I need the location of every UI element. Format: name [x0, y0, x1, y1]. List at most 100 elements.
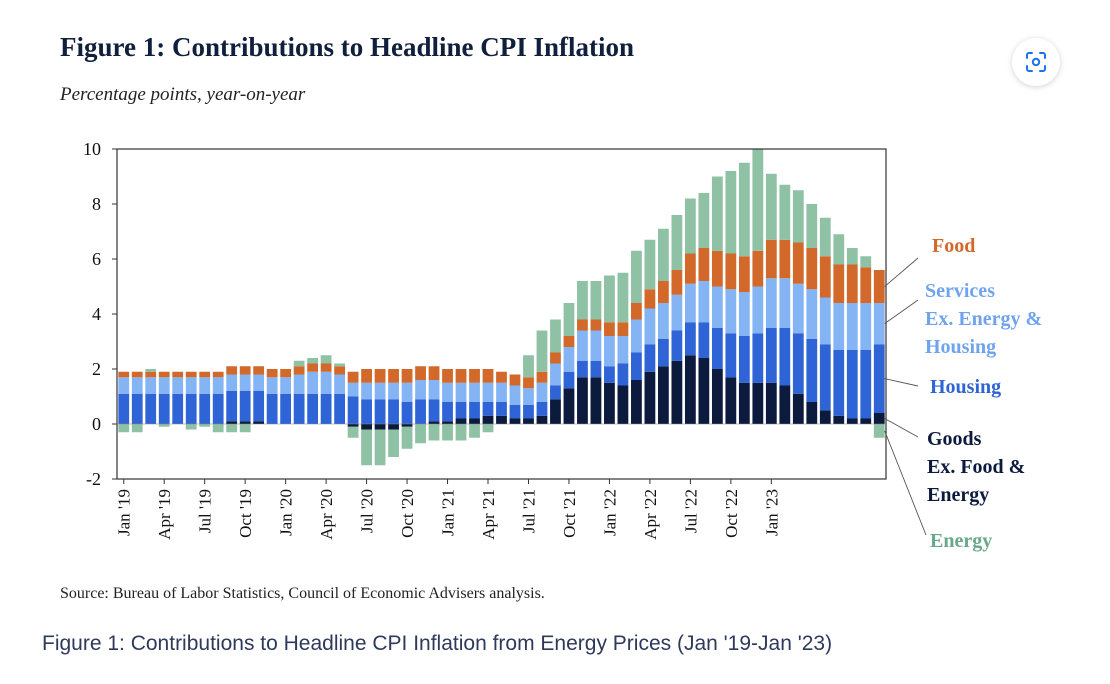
bar-segment-housing [307, 393, 319, 424]
bar-segment-goods [658, 366, 669, 424]
bar-segment-housing [577, 360, 588, 378]
legend-label-services: Ex. Energy & [925, 308, 1042, 330]
bar-segment-energy [442, 424, 453, 441]
x-tick-label: Jan '21 [439, 489, 458, 536]
bar-segment-food [644, 289, 656, 309]
legend-leader-services [884, 299, 919, 324]
bar-segment-housing [428, 399, 440, 422]
bar-segment-energy [684, 198, 696, 254]
x-tick-label: Jan '20 [277, 489, 296, 536]
bar-segment-food [658, 281, 669, 303]
bar-segment-food [347, 371, 359, 383]
bar-segment-services [509, 385, 521, 405]
bar-segment-services [604, 336, 615, 367]
bar-segment-energy [725, 171, 737, 254]
bar-segment-food [496, 371, 507, 383]
legend-label-services: Housing [925, 336, 996, 358]
bar-segment-goods [738, 382, 750, 424]
bar-segment-energy [347, 426, 359, 438]
bar-segment-goods [388, 424, 399, 430]
bar-segment-energy [765, 173, 777, 240]
bar-segment-services [428, 380, 440, 400]
bar-segment-food [563, 336, 575, 347]
bar-segment-services [779, 278, 791, 328]
bar-segment-energy [671, 215, 683, 270]
bar-segment-food [792, 242, 804, 284]
bar-segment-goods [550, 399, 561, 424]
bar-segment-services [765, 278, 777, 328]
bar-segment-goods [833, 415, 845, 424]
bar-segment-energy [779, 184, 791, 240]
bar-segment-food [806, 248, 818, 290]
bar-segment-services [118, 377, 130, 394]
bar-segment-energy [212, 424, 224, 433]
bar-segment-food [469, 369, 480, 383]
legend-label-goods: Ex. Food & [927, 456, 1025, 478]
bar-segment-energy [158, 424, 170, 427]
bar-segment-food [738, 256, 750, 292]
bar-segment-energy [577, 281, 588, 320]
bar-segment-energy [550, 319, 561, 353]
scan-image-icon [1026, 52, 1046, 72]
legend-leader-food [884, 257, 919, 287]
bar-segment-housing [617, 363, 629, 386]
bar-segment-food [711, 250, 723, 287]
legend-leader-goods [884, 418, 919, 438]
bar-segment-housing [212, 393, 224, 424]
bar-segment-housing [455, 402, 467, 419]
y-tick-label: 4 [92, 304, 101, 324]
bar-segment-energy [361, 429, 372, 466]
bar-segment-goods [239, 421, 251, 424]
bar-segment-energy [631, 250, 642, 303]
y-tick-label: 6 [92, 249, 101, 269]
bar-segment-goods [577, 377, 588, 424]
bar-segment-housing [145, 393, 157, 424]
bar-segment-housing [523, 404, 534, 419]
bar-segment-food [293, 366, 305, 375]
bar-segment-housing [833, 349, 845, 416]
visual-search-button[interactable] [1012, 38, 1060, 86]
bar-segment-energy [374, 429, 386, 466]
legend-label-goods: Goods [927, 428, 982, 450]
bar-segment-services [401, 382, 413, 402]
bar-segment-energy [523, 355, 534, 378]
bar-segment-food [374, 369, 386, 383]
bar-segment-food [361, 369, 372, 383]
bar-segment-housing [320, 393, 332, 424]
legend-label-energy: Energy [930, 530, 992, 552]
chart-subtitle: Percentage points, year-on-year [60, 84, 306, 105]
bar-segment-housing [293, 393, 305, 424]
bar-segment-services [374, 382, 386, 400]
bar-segment-housing [536, 402, 548, 416]
bar-segment-housing [860, 349, 872, 419]
bar-segment-goods [590, 377, 602, 424]
bar-segment-services [455, 382, 467, 402]
bar-segment-energy [334, 363, 345, 367]
bar-segment-food [752, 250, 764, 287]
y-tick-label: 0 [92, 414, 101, 434]
bar-segment-services [806, 289, 818, 339]
bar-segment-goods [374, 424, 386, 430]
bar-segment-services [711, 286, 723, 328]
bar-segment-goods [752, 382, 764, 424]
bar-segment-food [590, 319, 602, 331]
bar-segment-energy [428, 424, 440, 441]
bar-segment-housing [550, 385, 561, 400]
bar-segment-energy [860, 256, 872, 268]
bar-segment-food [320, 363, 332, 372]
y-tick-label: 2 [92, 359, 101, 379]
bar-segment-housing [401, 402, 413, 424]
bar-segment-housing [752, 333, 764, 383]
bar-segment-energy [644, 239, 656, 290]
bar-segment-services [293, 374, 305, 394]
x-tick-label: Jan '19 [115, 489, 134, 536]
bar-segment-housing [711, 327, 723, 369]
bar-segment-services [185, 377, 197, 394]
bar-segment-housing [644, 344, 656, 372]
bar-segment-energy [307, 358, 319, 364]
y-tick-label: 10 [83, 139, 101, 159]
bar-segment-goods [617, 385, 629, 424]
bar-segment-housing [415, 399, 426, 424]
bar-segment-goods [698, 358, 710, 424]
bar-segment-services [684, 283, 696, 323]
